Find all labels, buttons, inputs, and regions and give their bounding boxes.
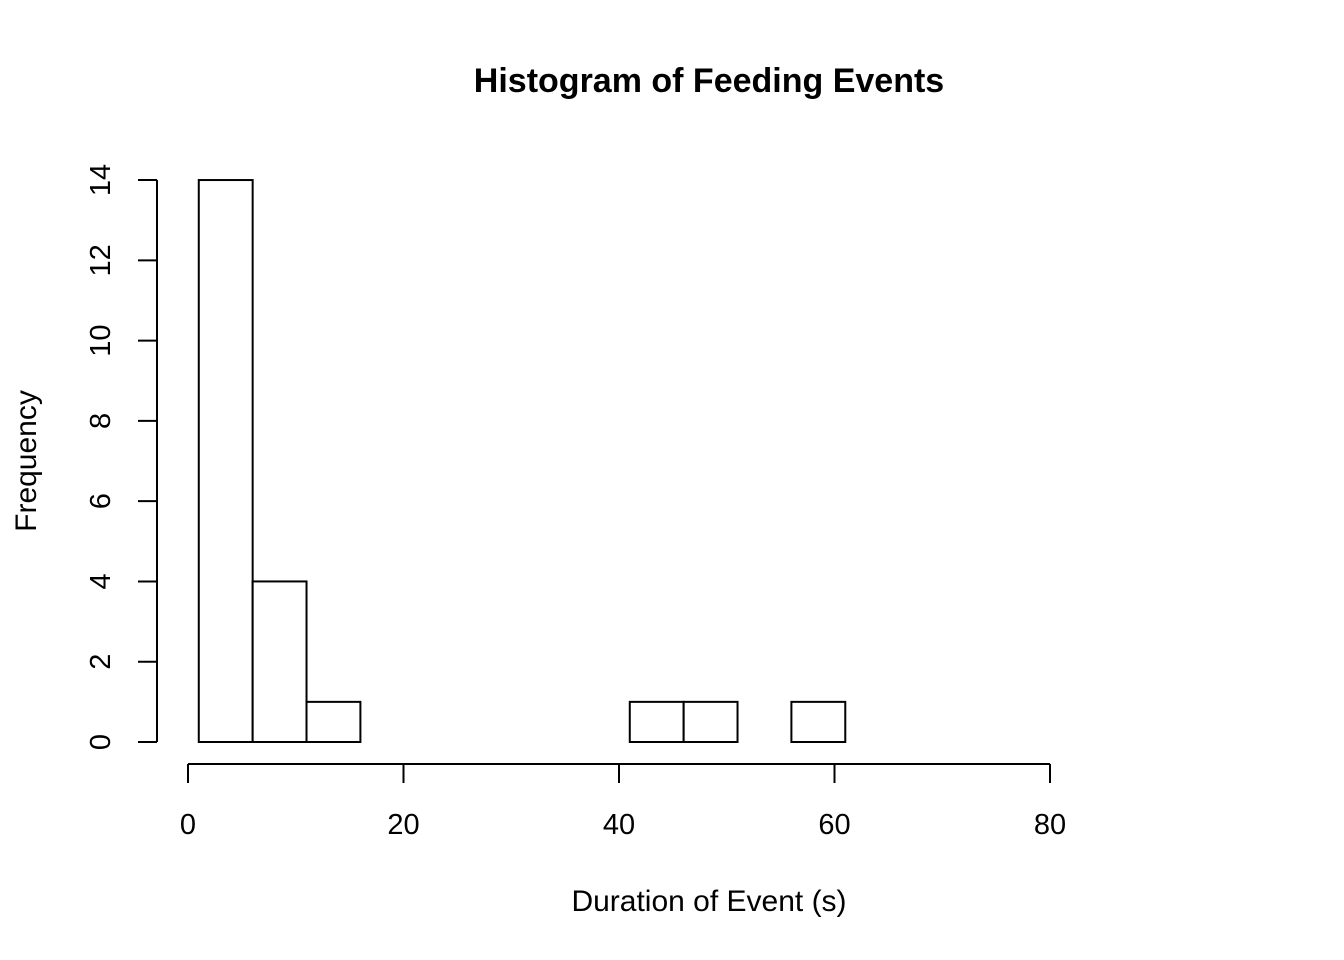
histogram-bar [628, 700, 685, 743]
histogram-bar [197, 179, 254, 744]
y-axis-label: Frequency [10, 390, 43, 532]
histogram-bar [251, 580, 308, 743]
x-tick-label: 40 [603, 809, 635, 841]
y-axis: 0 2 4 6 8 10 12 14 [85, 164, 158, 750]
x-tick-label: 60 [818, 809, 850, 841]
x-axis-label: Duration of Event (s) [571, 885, 846, 918]
histogram-bar [790, 700, 847, 743]
histogram-bar [305, 700, 362, 743]
histogram-bar [682, 700, 739, 743]
y-tick-label: 6 [85, 493, 117, 509]
x-tick-label: 0 [180, 809, 196, 841]
y-tick-label: 12 [85, 244, 117, 276]
y-tick-label: 4 [85, 573, 117, 589]
x-axis: 0 20 40 60 80 [180, 763, 1066, 841]
bars-group [197, 179, 847, 744]
chart-title: Histogram of Feeding Events [474, 62, 944, 100]
x-tick-label: 80 [1034, 809, 1066, 841]
y-tick-label: 2 [85, 654, 117, 670]
y-tick-label: 10 [85, 324, 117, 356]
y-tick-label: 0 [85, 734, 117, 750]
x-tick-label: 20 [387, 809, 419, 841]
y-tick-label: 8 [85, 413, 117, 429]
y-tick-label: 14 [85, 164, 117, 196]
